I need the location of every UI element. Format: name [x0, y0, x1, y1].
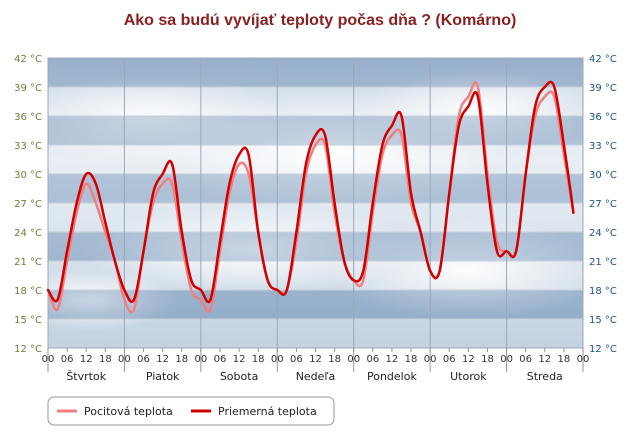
x-tick-label: 18 — [175, 354, 188, 365]
x-tick-label: 12 — [309, 354, 322, 365]
y-tick-label-right: 24 °C — [589, 228, 617, 239]
y-tick-label-right: 30 °C — [589, 170, 617, 181]
y-tick-label-right: 36 °C — [589, 112, 617, 123]
day-label: Streda — [527, 370, 563, 383]
y-tick-label-right: 27 °C — [589, 199, 617, 210]
alternating-bands — [48, 58, 583, 348]
band — [48, 58, 583, 87]
x-tick-label: 06 — [214, 354, 227, 365]
y-tick-label-right: 39 °C — [589, 83, 617, 94]
y-tick-label-left: 24 °C — [14, 228, 42, 239]
x-tick-label: 06 — [519, 354, 532, 365]
y-tick-label-right: 33 °C — [589, 141, 617, 152]
series-lines — [46, 80, 575, 314]
y-tick-label-left: 15 °C — [14, 315, 42, 326]
x-tick-label: 06 — [137, 354, 150, 365]
y-tick-label-left: 36 °C — [14, 112, 42, 123]
x-tick-label: 18 — [99, 354, 112, 365]
x-tick-label: 00 — [577, 354, 590, 365]
y-tick-label-right: 21 °C — [589, 257, 617, 268]
x-tick-label: 18 — [481, 354, 494, 365]
day-label: Piatok — [146, 370, 180, 383]
x-tick-label: 12 — [233, 354, 246, 365]
x-tick-label: 06 — [61, 354, 74, 365]
y-tick-label-left: 39 °C — [14, 83, 42, 94]
y-tick-label-left: 18 °C — [14, 286, 42, 297]
y-tick-label-left: 33 °C — [14, 141, 42, 152]
y-tick-label-left: 42 °C — [14, 54, 42, 65]
legend: Pocitová teplota Priemerná teplota — [47, 396, 335, 426]
y-tick-label-right: 15 °C — [589, 315, 617, 326]
x-tick-label: 12 — [462, 354, 475, 365]
y-tick-label-right: 42 °C — [589, 54, 617, 65]
x-tick-label: 12 — [80, 354, 93, 365]
x-tick-label: 06 — [290, 354, 303, 365]
x-tick-label: 12 — [156, 354, 169, 365]
y-tick-label-right: 12 °C — [589, 344, 617, 355]
y-tick-label-left: 30 °C — [14, 170, 42, 181]
y-tick-label-left: 27 °C — [14, 199, 42, 210]
band — [48, 261, 583, 290]
band — [48, 319, 583, 348]
band — [48, 203, 583, 232]
x-tick-label: 18 — [252, 354, 265, 365]
y-axis-right: 12 °C 15 °C 18 °C 21 °C 24 °C 27 °C 30 °C 33 °C… — [589, 54, 617, 355]
x-tick-label: 18 — [558, 354, 571, 365]
x-tick-label: 18 — [328, 354, 341, 365]
y-tick-label-right: 18 °C — [589, 286, 617, 297]
day-label: Sobota — [220, 370, 258, 383]
day-label: Pondelok — [367, 370, 417, 383]
day-label: Štvrtok — [66, 370, 106, 383]
day-label: Utorok — [450, 370, 487, 383]
x-tick-label: 18 — [405, 354, 418, 365]
band — [48, 232, 583, 261]
band — [48, 174, 583, 203]
band — [48, 116, 583, 145]
x-tick-label: 12 — [386, 354, 399, 365]
day-label: Nedeľa — [296, 370, 336, 383]
y-tick-label-left: 12 °C — [14, 344, 42, 355]
band — [48, 145, 583, 174]
band — [48, 290, 583, 319]
band — [48, 87, 583, 116]
legend-label-priemerna[interactable]: Priemerná teplota — [218, 405, 317, 418]
chart-title: Ako sa budú vyvíjať teploty počas dňa ? … — [124, 12, 517, 29]
y-axis-left: 12 °C 15 °C 18 °C 21 °C 24 °C 27 °C 30 °C 33 °C… — [14, 54, 42, 355]
y-tick-label-left: 21 °C — [14, 257, 42, 268]
legend-label-pocitova[interactable]: Pocitová teplota — [84, 405, 173, 418]
x-tick-label: 06 — [366, 354, 379, 365]
x-tick-label: 12 — [538, 354, 551, 365]
x-tick-label: 06 — [443, 354, 456, 365]
series-line-priemerna-teplota — [46, 80, 575, 304]
